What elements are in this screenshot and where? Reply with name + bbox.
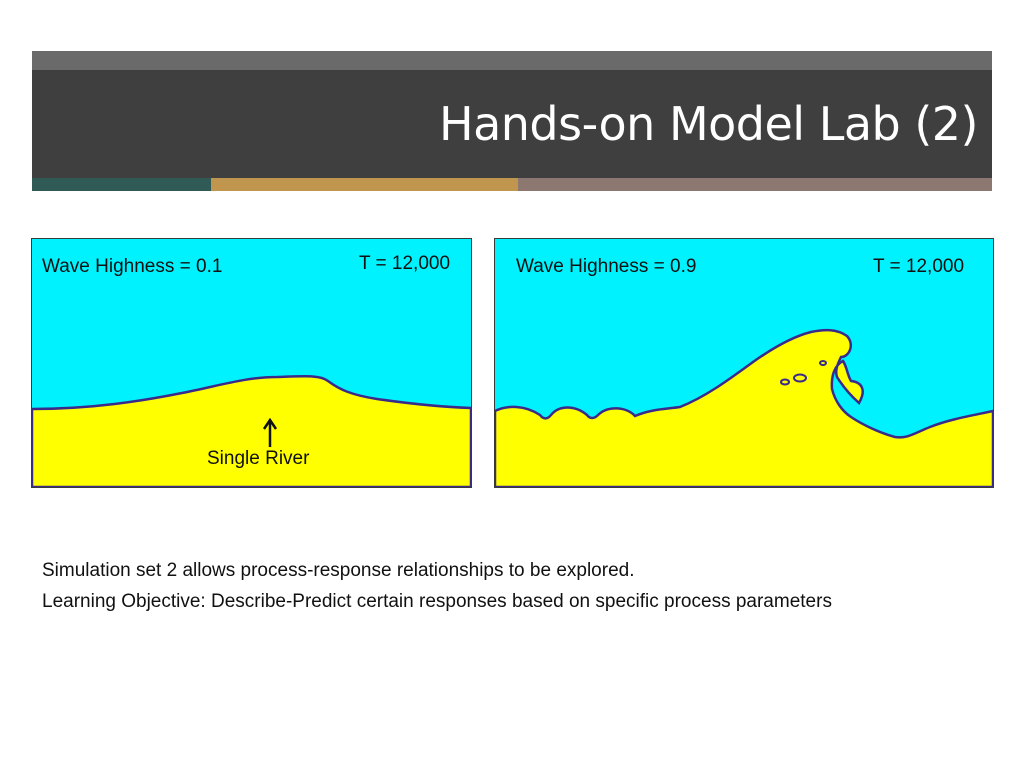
header-band: Hands-on Model Lab (2) <box>32 70 992 178</box>
wave-highness-label: Wave Highness = 0.1 <box>42 256 223 277</box>
land-area <box>495 328 993 487</box>
header-top-band <box>32 51 992 70</box>
time-label: T = 12,000 <box>873 256 965 277</box>
accent-strip-teal <box>32 178 211 191</box>
accent-strip-gold <box>211 178 518 191</box>
delta-simulation-image-high-wave <box>495 328 993 487</box>
caption-line: Simulation set 2 allows process-response… <box>42 560 635 581</box>
delta-simulation-image-low-wave <box>32 374 471 487</box>
caption-line: Learning Objective: Describe-Predict cer… <box>42 591 832 612</box>
slide-title: Hands-on Model Lab (2) <box>438 97 979 151</box>
simulation-panel-low-wave: Wave Highness = 0.1 T = 12,000 <box>31 238 472 488</box>
single-river-label: Single River <box>207 448 310 469</box>
accent-strip-mauve <box>518 178 992 191</box>
island <box>780 378 790 386</box>
island <box>819 360 827 366</box>
island <box>793 373 807 383</box>
time-label: T = 12,000 <box>359 253 451 274</box>
simulation-panel-high-wave: Wave Highness = 0.9 T = 12,000 <box>494 238 994 488</box>
land-area <box>32 374 471 487</box>
wave-highness-label: Wave Highness = 0.9 <box>516 256 697 277</box>
up-arrow-icon <box>262 418 278 447</box>
